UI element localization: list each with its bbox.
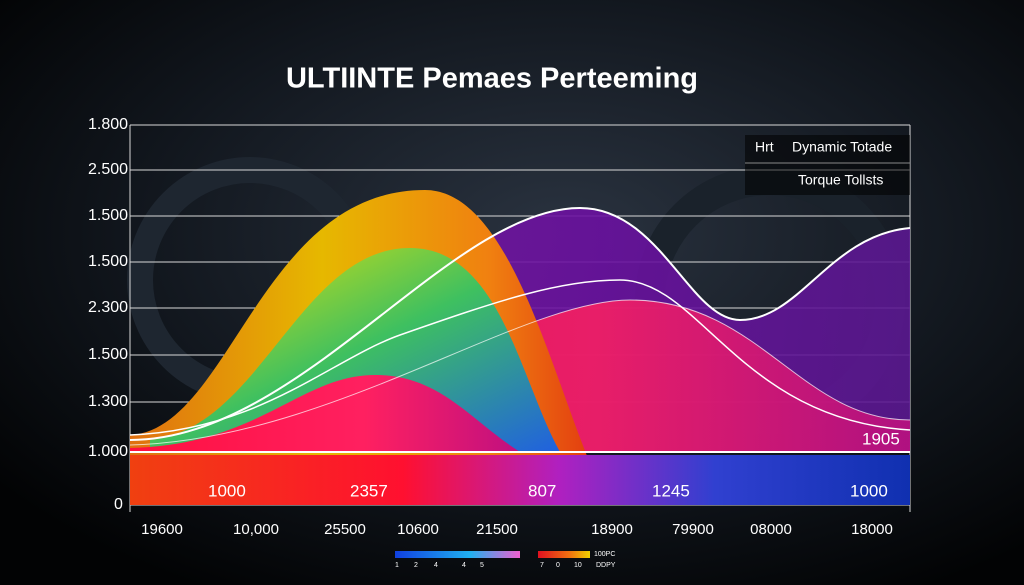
band-label: 2357	[350, 481, 388, 500]
legend-entry: Dynamic Totade	[792, 139, 892, 155]
y-tick-label: 2.300	[88, 299, 128, 316]
legend-label: 100PC	[594, 551, 615, 558]
y-tick-label: 2.500	[88, 161, 128, 178]
legend-entry: Torque Tollsts	[798, 172, 883, 188]
curve-line	[129, 206, 911, 441]
y-tick-label: 1.500	[88, 253, 128, 270]
band-label: 1245	[652, 481, 690, 500]
footer-legend: 1 2 4 4 5 7 0 10 100PC DDPY	[395, 551, 616, 569]
bottom-band	[130, 455, 910, 505]
legend-tick: 4	[434, 562, 438, 569]
area-yellow	[150, 248, 560, 452]
x-tick-label: 10,000	[233, 521, 279, 538]
curve-line	[129, 279, 911, 436]
band-label: 1000	[850, 481, 888, 500]
legend-tick: 7	[540, 562, 544, 569]
x-tick-label: 18000	[851, 521, 893, 538]
curve-line	[129, 299, 911, 446]
x-tick-label: 25500	[324, 521, 366, 538]
band-label: 807	[528, 481, 556, 500]
legend-box	[745, 135, 910, 195]
legend-tick: 0	[556, 562, 560, 569]
x-tick-label: 79900	[672, 521, 714, 538]
legend-tick: 1	[395, 562, 399, 569]
y-tick-label: 1.300	[88, 393, 128, 410]
legend-bar	[395, 551, 520, 558]
legend-entry: Hrt	[755, 139, 774, 155]
legend-tick: 5	[480, 562, 484, 569]
y-tick-label: 1.500	[88, 346, 128, 363]
x-tick-label: 10600	[397, 521, 439, 538]
legend-tick: 4	[462, 562, 466, 569]
y-tick-label: 0	[114, 496, 123, 513]
legend: Hrt Dynamic Totade Torque Tollsts	[745, 135, 910, 195]
legend-bar	[538, 551, 590, 558]
chart-title: ULTIINTE Pemaes Perteeming	[286, 63, 698, 95]
x-tick-label: 19600	[141, 521, 183, 538]
x-tick-label: 18900	[591, 521, 633, 538]
x-tick-label: 08000	[750, 521, 792, 538]
y-tick-label: 1.000	[88, 443, 128, 460]
legend-label: DDPY	[596, 562, 616, 569]
x-axis-labels: 19600 10,000 25500 10600 21500 18900 799…	[141, 521, 893, 538]
x-tick-label: 21500	[476, 521, 518, 538]
annotation: 1905	[862, 429, 900, 448]
y-tick-label: 1.500	[88, 207, 128, 224]
y-axis-labels: 1.800 2.500 1.500 1.500 2.300 1.500 1.30…	[88, 116, 128, 513]
y-tick-label: 1.800	[88, 116, 128, 133]
band-label: 1000	[208, 481, 246, 500]
legend-tick: 10	[574, 562, 582, 569]
legend-tick: 2	[414, 562, 418, 569]
